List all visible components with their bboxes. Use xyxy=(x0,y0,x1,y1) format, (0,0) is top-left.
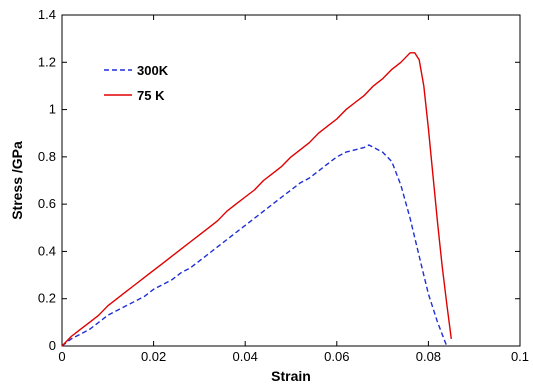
y-tick-label: 1.4 xyxy=(38,7,56,22)
x-tick-label: 0 xyxy=(58,349,65,364)
x-tick-label: 0.08 xyxy=(416,349,441,364)
x-tick-label: 0.02 xyxy=(141,349,166,364)
y-tick-label: 0.2 xyxy=(38,291,56,306)
plot-frame xyxy=(61,14,521,347)
y-tick-label: 0.4 xyxy=(38,243,56,258)
y-tick-label: 0 xyxy=(49,338,56,353)
series-line-75K xyxy=(61,52,452,347)
legend-entry-300K: 300K xyxy=(137,63,169,78)
x-axis-ticks: 0 0.02 0.04 0.06 0.08 0.1 xyxy=(58,15,529,364)
x-tick-label: 0.06 xyxy=(324,349,349,364)
x-axis-label: Strain xyxy=(271,368,311,384)
legend-entry-75K: 75 K xyxy=(137,88,165,103)
y-tick-label: 1.2 xyxy=(38,54,56,69)
y-tick-label: 1 xyxy=(49,102,56,117)
y-tick-label: 0.8 xyxy=(38,149,56,164)
x-tick-label: 0.1 xyxy=(511,349,529,364)
x-tick-label: 0.04 xyxy=(233,349,258,364)
series-layer xyxy=(61,52,452,347)
legend: 300K 75 K xyxy=(104,63,169,103)
y-tick-label: 0.6 xyxy=(38,196,56,211)
plot-area xyxy=(61,14,521,347)
y-axis-label: Stress /GPa xyxy=(9,141,25,220)
y-axis-ticks: 0 0.2 0.4 0.6 0.8 1 1.2 1.4 xyxy=(38,7,520,353)
